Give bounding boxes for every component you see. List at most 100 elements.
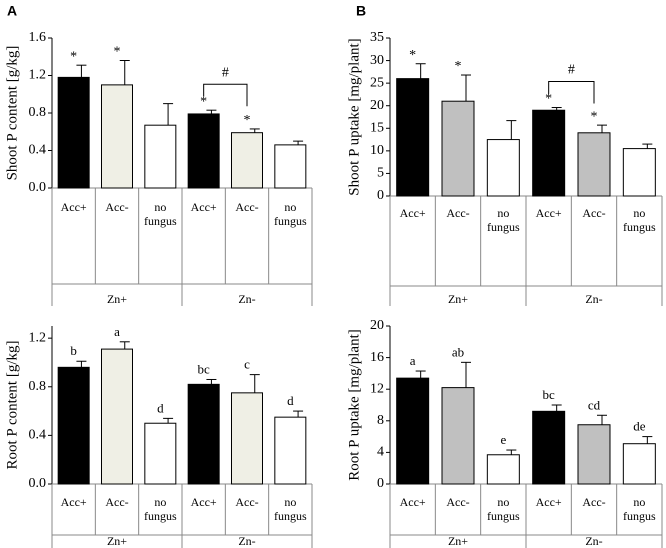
bar <box>187 383 220 485</box>
y-tick-label: 16 <box>370 350 384 365</box>
y-tick-label: 0 <box>377 188 384 203</box>
bar <box>187 113 220 189</box>
x-group-label: Zn- <box>238 292 255 306</box>
bar <box>101 348 133 485</box>
bar <box>532 410 566 485</box>
significance-bracket <box>548 81 595 104</box>
panel-letter: B <box>356 3 366 19</box>
bar <box>441 387 475 485</box>
bar <box>622 443 656 485</box>
data-label: d <box>287 393 294 408</box>
data-label: c <box>244 357 250 372</box>
x-group-label: Zn+ <box>107 292 127 306</box>
data-label: * <box>545 92 552 107</box>
significance-label: # <box>222 65 229 80</box>
x-category-label: no fungus <box>274 200 307 228</box>
bar <box>57 76 90 189</box>
y-axis-label: Shoot P content [g/kg] <box>4 46 20 181</box>
data-label: * <box>591 109 598 124</box>
y-tick-label: 30 <box>370 53 384 68</box>
chart-panel-1: A 0.0 0.4 0.8 1.2 1.6 Shoot P content [g/kg] Ac… <box>4 3 313 306</box>
x-group-label: Zn- <box>585 292 602 306</box>
y-tick-label: 0.8 <box>29 105 47 120</box>
x-category-label: Acc- <box>446 495 469 509</box>
x-category-label: Acc- <box>582 495 605 509</box>
y-tick-label: 0.4 <box>29 143 47 158</box>
x-category-label: Acc- <box>105 200 128 214</box>
x-category-label: Acc+ <box>400 206 426 220</box>
data-label: * <box>455 59 462 74</box>
x-category-label: Acc+ <box>191 495 217 509</box>
bar <box>486 454 520 485</box>
y-tick-label: 12 <box>370 381 384 396</box>
y-tick-label: 0.8 <box>29 379 47 394</box>
y-axis-label: Root P uptake [mg/plant] <box>346 329 362 481</box>
y-axis-label: Root P content [g/kg] <box>4 340 20 469</box>
x-group-label: Zn+ <box>107 534 127 548</box>
y-tick-label: 10 <box>370 143 384 158</box>
data-label: b <box>70 343 77 358</box>
x-category-label: no fungus <box>623 495 656 523</box>
data-label: * <box>114 45 121 60</box>
x-category-label: no fungus <box>487 495 520 523</box>
x-group-label: Zn- <box>585 534 602 548</box>
x-category-label: Acc+ <box>536 206 562 220</box>
x-category-label: Acc- <box>235 495 258 509</box>
y-tick-label: 5 <box>377 166 384 181</box>
y-tick-label: 8 <box>377 413 384 428</box>
bar <box>577 424 611 485</box>
data-label: ab <box>452 344 464 359</box>
y-tick-label: 0 <box>377 476 384 491</box>
chart-panel-4: 0 4 8 12 16 20 Root P uptake [mg/plant] Acc+ Acc… <box>346 318 663 548</box>
x-category-label: Acc+ <box>61 495 87 509</box>
bar <box>57 366 90 485</box>
bar <box>577 132 611 197</box>
data-label: bc <box>543 387 556 402</box>
x-category-label: no fungus <box>623 206 656 234</box>
bar <box>144 124 177 189</box>
y-tick-label: 1.2 <box>29 330 47 345</box>
x-category-label: Acc+ <box>61 200 87 214</box>
x-category-label: Acc+ <box>536 495 562 509</box>
data-label: * <box>409 48 416 63</box>
y-tick-label: 0.0 <box>29 180 47 195</box>
bar <box>144 422 177 485</box>
y-tick-label: 0.0 <box>29 476 47 491</box>
significance-bracket <box>203 83 248 107</box>
chart-panel-3: 0.0 0.4 0.8 1.2 Root P content [g/kg] Acc+ Acc… <box>4 324 313 548</box>
y-tick-label: 15 <box>370 121 384 136</box>
chart-panel-2: B 0 5 10 15 20 25 30 35 Shoot P uptake [mg/plant]… <box>346 3 663 306</box>
data-label: * <box>200 94 207 109</box>
bar <box>274 144 307 189</box>
data-label: * <box>244 113 251 128</box>
bar <box>396 78 430 197</box>
x-category-label: Acc+ <box>400 495 426 509</box>
y-tick-label: 4 <box>377 445 384 460</box>
x-group-label: Zn- <box>238 534 255 548</box>
bar <box>532 109 566 197</box>
bar <box>441 100 475 197</box>
x-category-label: Acc+ <box>191 200 217 214</box>
data-label: e <box>500 432 506 447</box>
data-label: a <box>114 324 120 339</box>
data-label: * <box>70 49 77 64</box>
x-group-label: Zn+ <box>448 292 468 306</box>
data-label: a <box>410 353 416 368</box>
y-axis-label: Shoot P uptake [mg/plant] <box>346 38 362 195</box>
x-category-label: no fungus <box>487 206 520 234</box>
bar <box>231 132 263 189</box>
y-tick-label: 20 <box>370 98 384 113</box>
data-label: d <box>157 400 164 415</box>
y-tick-label: 20 <box>370 318 384 333</box>
y-tick-label: 1.6 <box>29 30 47 45</box>
x-group-label: Zn+ <box>448 534 468 548</box>
significance-label: # <box>568 63 575 78</box>
x-category-label: Acc- <box>446 206 469 220</box>
x-category-label: no fungus <box>144 495 177 523</box>
data-label: de <box>633 419 646 434</box>
x-category-label: Acc- <box>235 200 258 214</box>
y-tick-label: 35 <box>370 30 384 45</box>
x-category-label: no fungus <box>274 495 307 523</box>
y-tick-label: 0.4 <box>29 428 47 443</box>
